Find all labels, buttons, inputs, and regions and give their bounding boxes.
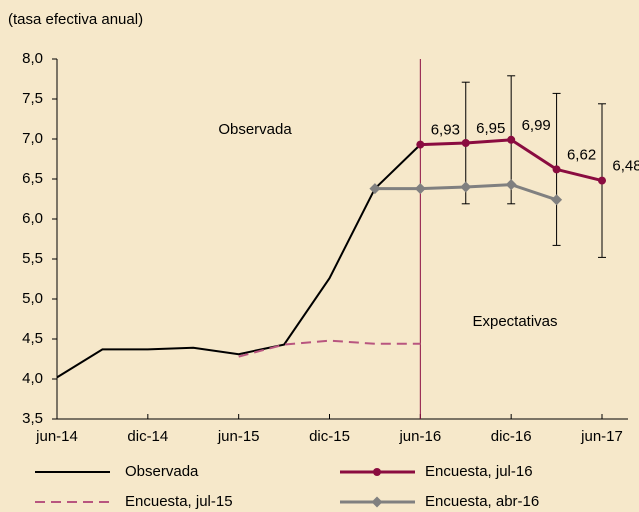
y-tick-label: 5,0 [22,290,43,307]
legend-label: Encuesta, abr-16 [425,493,539,510]
marker [371,496,383,508]
legend-label: Encuesta, jul-15 [125,493,233,510]
x-tick-label: jun-14 [35,428,78,445]
series-line [56,143,422,379]
marker [369,183,381,195]
y-tick-label: 6,5 [22,170,43,187]
x-tick-label: jun-17 [580,428,623,445]
marker [598,176,606,185]
data-label: 6,99 [522,117,551,134]
marker [461,139,470,147]
x-tick-label: dic-16 [491,428,532,445]
marker [552,165,561,174]
y-tick-label: 7,0 [22,130,43,147]
y-tick-label: 4,5 [22,330,43,347]
y-tick-label: 8,0 [22,50,43,67]
annotation: Observada [218,121,292,138]
marker [507,135,516,144]
series-line [238,339,421,358]
x-tick-label: jun-16 [398,428,441,445]
x-tick-label: dic-15 [309,428,350,445]
annotation: Expectativas [472,313,557,330]
data-label: 6,62 [567,146,596,163]
data-label: 6,48 [612,158,639,175]
y-tick-label: 3,5 [22,410,43,427]
marker [460,181,472,193]
marker [416,140,425,149]
marker [505,179,517,191]
x-tick-label: dic-14 [127,428,168,445]
x-tick-label: jun-15 [217,428,260,445]
data-label: 6,93 [431,122,460,139]
legend-label: Encuesta, jul-16 [425,463,533,480]
y-tick-label: 5,5 [22,250,43,267]
marker [373,468,381,476]
data-label: 6,95 [476,120,505,137]
y-tick-label: 4,0 [22,370,43,387]
y-tick-label: 6,0 [22,210,43,227]
marker [414,183,426,195]
y-tick-label: 7,5 [22,90,43,107]
legend-label: Observada [125,463,199,480]
chart-title: (tasa efectiva anual) [8,11,143,28]
marker [551,194,563,206]
